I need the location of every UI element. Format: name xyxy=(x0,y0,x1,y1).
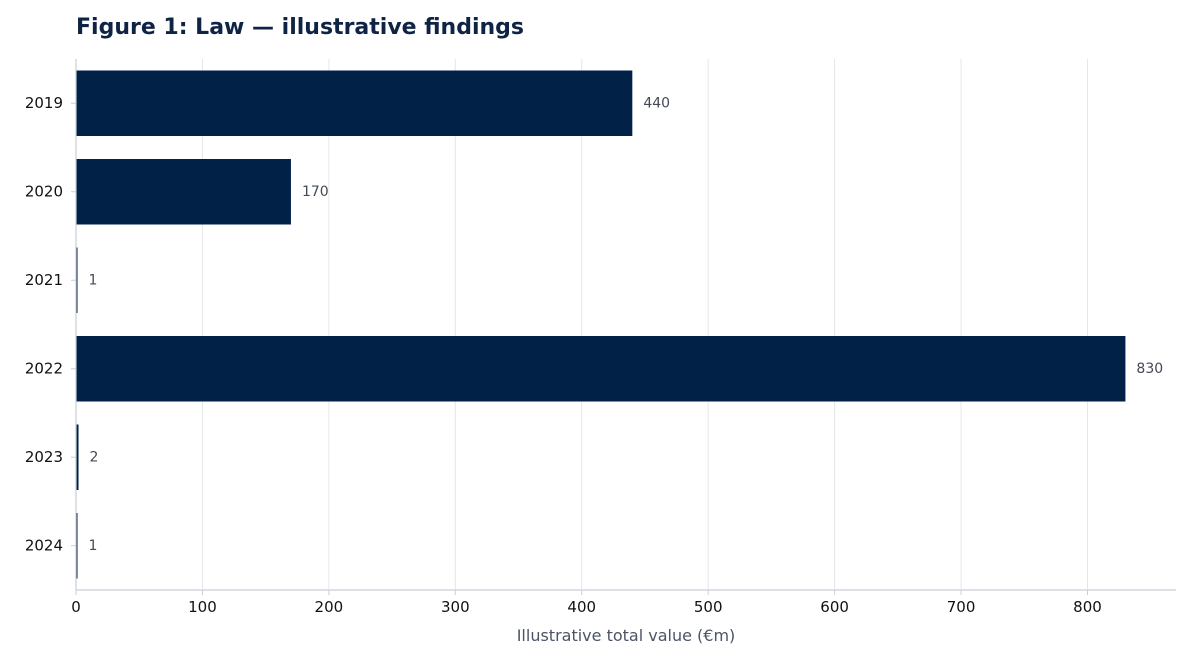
x-tick-label-800: 800 xyxy=(1073,598,1102,616)
x-tick-label-200: 200 xyxy=(315,598,344,616)
bar-2023 xyxy=(76,424,79,490)
x-tick-label-400: 400 xyxy=(567,598,596,616)
y-tick-label-2022: 2022 xyxy=(25,359,63,377)
y-tick-label-2024: 2024 xyxy=(25,536,63,554)
data-labels: 440 170 1 830 2 1 xyxy=(89,95,1164,554)
data-label-2022: 830 xyxy=(1136,361,1163,377)
x-tick-label-100: 100 xyxy=(188,598,217,616)
x-axis-ticks: 0 100 200 300 400 500 600 700 800 xyxy=(71,590,1102,616)
bar-2022 xyxy=(76,336,1126,402)
bar-2020 xyxy=(76,159,291,225)
bar-2021 xyxy=(76,247,78,313)
y-tick-label-2021: 2021 xyxy=(25,271,63,289)
bar-2019 xyxy=(76,70,633,136)
data-label-2024: 1 xyxy=(89,538,98,554)
x-tick-label-700: 700 xyxy=(947,598,976,616)
y-tick-label-2020: 2020 xyxy=(25,182,63,200)
x-tick-label-600: 600 xyxy=(820,598,849,616)
x-tick-label-300: 300 xyxy=(441,598,470,616)
y-tick-label-2019: 2019 xyxy=(25,94,63,112)
gridlines xyxy=(201,59,1088,590)
x-tick-label-0: 0 xyxy=(71,598,81,616)
x-axis-title: Illustrative total value (€m) xyxy=(517,626,736,645)
bars xyxy=(76,70,1126,579)
data-label-2019: 440 xyxy=(643,95,670,111)
x-tick-label-500: 500 xyxy=(694,598,723,616)
chart-title: Figure 1: Law — illustrative findings xyxy=(76,15,525,40)
data-label-2020: 170 xyxy=(302,184,329,200)
y-axis-ticks: 2019 2020 2021 2022 2023 2024 xyxy=(25,94,76,554)
data-label-2021: 1 xyxy=(89,272,98,288)
data-label-2023: 2 xyxy=(90,449,99,465)
bar-2024 xyxy=(76,513,78,579)
y-tick-label-2023: 2023 xyxy=(25,448,63,466)
